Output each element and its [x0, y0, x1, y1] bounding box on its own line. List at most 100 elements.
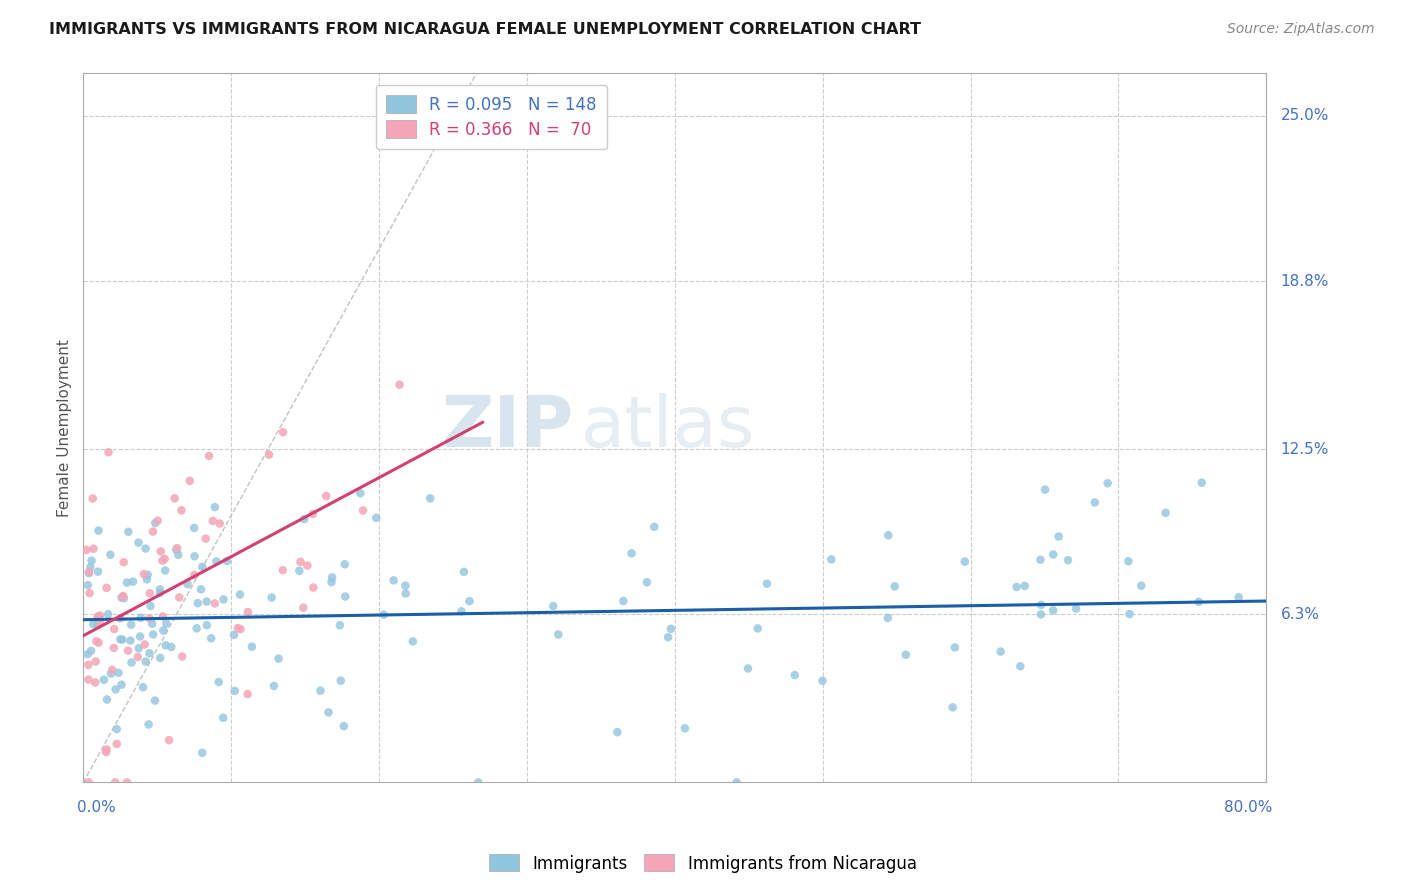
Point — [820, 552, 842, 566]
Point — [94, 745, 117, 759]
Point — [101, 663, 124, 677]
Point — [349, 486, 371, 500]
Point — [96, 692, 118, 706]
Point — [117, 643, 139, 657]
Point — [82, 541, 104, 556]
Point — [134, 638, 156, 652]
Point — [186, 621, 208, 635]
Point — [953, 555, 976, 569]
Point — [121, 656, 143, 670]
Point — [157, 733, 180, 747]
Text: ZIP: ZIP — [441, 393, 574, 462]
Point — [87, 524, 110, 538]
Point — [292, 512, 315, 526]
Point — [333, 719, 356, 733]
Point — [110, 611, 132, 625]
Point — [135, 655, 157, 669]
Point — [77, 673, 100, 687]
Point — [942, 700, 965, 714]
Point — [1130, 579, 1153, 593]
Point — [450, 604, 472, 618]
Legend: R = 0.095   N = 148, R = 0.366   N =  70: R = 0.095 N = 148, R = 0.366 N = 70 — [375, 85, 607, 149]
Point — [191, 746, 214, 760]
Point — [153, 552, 176, 566]
Point — [335, 590, 357, 604]
Point — [333, 558, 356, 572]
Point — [725, 775, 748, 789]
Point — [87, 636, 110, 650]
Point — [783, 668, 806, 682]
Point — [1188, 595, 1211, 609]
Point — [1057, 553, 1080, 567]
Text: IMMIGRANTS VS IMMIGRANTS FROM NICARAGUA FEMALE UNEMPLOYMENT CORRELATION CHART: IMMIGRANTS VS IMMIGRANTS FROM NICARAGUA … — [49, 22, 921, 37]
Point — [1005, 580, 1028, 594]
Point — [155, 639, 177, 653]
Legend: Immigrants, Immigrants from Nicaragua: Immigrants, Immigrants from Nicaragua — [482, 847, 924, 880]
Point — [135, 541, 157, 556]
Point — [373, 607, 395, 622]
Text: 25.0%: 25.0% — [1281, 108, 1329, 123]
Point — [755, 576, 778, 591]
Point — [160, 640, 183, 654]
Point — [1014, 579, 1036, 593]
Point — [84, 655, 107, 669]
Point — [606, 725, 628, 739]
Point — [737, 661, 759, 675]
Point — [150, 554, 173, 568]
Point — [93, 673, 115, 687]
Point — [77, 657, 100, 672]
Point — [257, 448, 280, 462]
Point — [129, 611, 152, 625]
Point — [329, 673, 352, 688]
Point — [87, 609, 110, 624]
Text: 18.8%: 18.8% — [1281, 274, 1329, 288]
Point — [132, 680, 155, 694]
Point — [1118, 607, 1140, 621]
Point — [1029, 553, 1052, 567]
Point — [120, 633, 142, 648]
Point — [97, 607, 120, 621]
Point — [110, 678, 132, 692]
Point — [388, 377, 411, 392]
Point — [1029, 598, 1052, 612]
Point — [883, 579, 905, 593]
Point — [547, 627, 569, 641]
Point — [96, 581, 118, 595]
Point — [139, 599, 162, 613]
Point — [1033, 483, 1056, 497]
Point — [142, 524, 165, 539]
Point — [1042, 603, 1064, 617]
Point — [183, 521, 205, 535]
Point — [657, 630, 679, 644]
Point — [76, 647, 98, 661]
Point — [195, 618, 218, 632]
Point — [103, 622, 125, 636]
Point — [112, 555, 135, 569]
Point — [620, 546, 643, 560]
Point — [204, 500, 226, 514]
Point — [77, 775, 100, 789]
Point — [271, 425, 294, 440]
Point — [132, 567, 155, 582]
Point — [136, 567, 159, 582]
Point — [79, 560, 101, 574]
Point — [1029, 607, 1052, 622]
Point — [321, 570, 343, 584]
Point — [79, 586, 101, 600]
Point — [112, 591, 135, 606]
Point — [104, 682, 127, 697]
Point — [236, 687, 259, 701]
Point — [127, 650, 149, 665]
Point — [1084, 495, 1107, 509]
Point — [75, 542, 97, 557]
Point — [105, 722, 128, 736]
Point — [366, 511, 388, 525]
Point — [117, 524, 139, 539]
Point — [302, 507, 325, 521]
Point — [229, 622, 252, 636]
Point — [104, 775, 127, 789]
Point — [115, 775, 138, 789]
Point — [142, 627, 165, 641]
Point — [190, 582, 212, 597]
Point — [138, 646, 160, 660]
